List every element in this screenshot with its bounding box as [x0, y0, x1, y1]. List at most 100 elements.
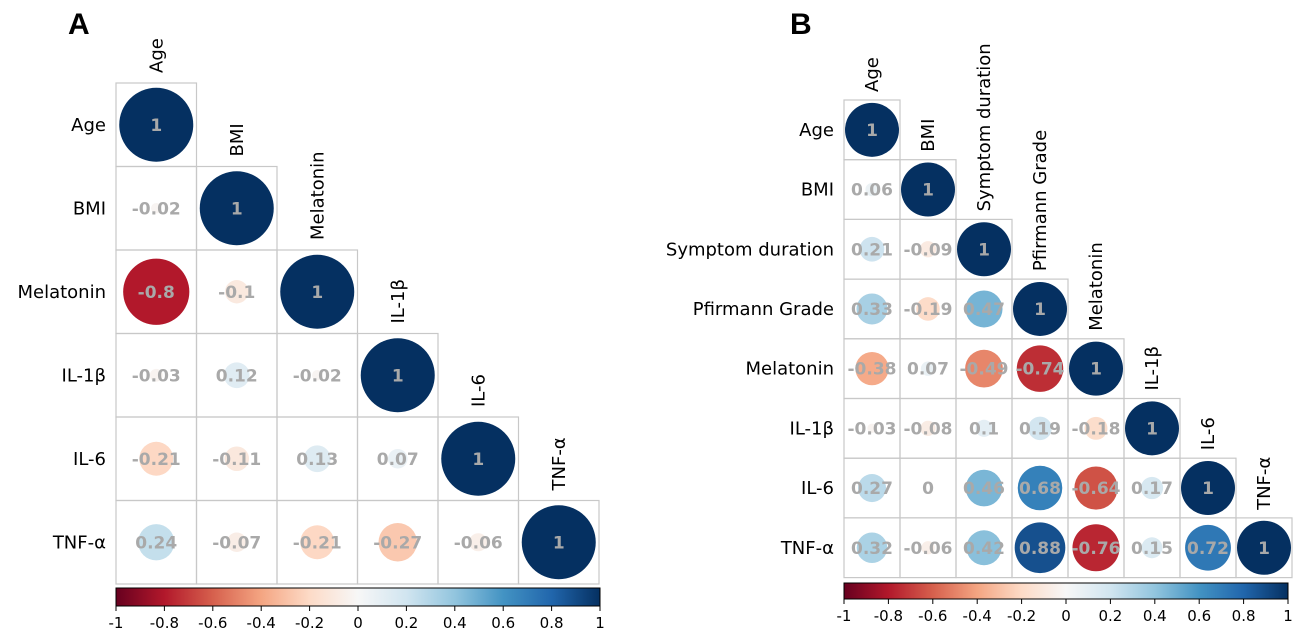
- corr-value-pfirmann-grade-bmi-b: -0.19: [904, 300, 953, 320]
- col-label-pfirmann-grade-b: Pfirmann Grade: [1030, 130, 1051, 271]
- corr-value-age-age-b: 1: [866, 121, 878, 141]
- corr-circle-tnf-alpha-bmi-a: [226, 532, 247, 553]
- col-label-age-b: Age: [862, 57, 883, 92]
- corr-circle-bmi-bmi-a: [199, 171, 274, 246]
- cell-tnf-alpha-tnf-alpha-a: [517, 499, 600, 585]
- corr-value-tnf-alpha-melatonin-a: -0.21: [293, 533, 342, 553]
- corr-circle-age-age-a: [119, 87, 194, 162]
- col-label-bmi-b: BMI: [918, 119, 939, 152]
- corr-value-il-1beta-melatonin-a: -0.02: [293, 366, 342, 386]
- corr-value-bmi-age-a: -0.02: [132, 199, 181, 219]
- corr-circle-bmi-age-a: [151, 203, 162, 214]
- colorbar-tick-label-b: 0.8: [1232, 607, 1256, 625]
- corr-value-il-6-il-6-b: 1: [1202, 479, 1214, 499]
- corr-value-il-6-pfirmann-grade-b: 0.68: [1019, 479, 1061, 499]
- corr-value-tnf-alpha-il-6-a: -0.06: [454, 533, 503, 553]
- colorbar-tick-label-b: 1: [1283, 607, 1293, 625]
- corr-circle-symptom-duration-age-b: [859, 236, 885, 262]
- corr-value-tnf-alpha-tnf-alpha-b: 1: [1258, 539, 1270, 559]
- corr-circle-tnf-alpha-bmi-b: [921, 541, 935, 555]
- corr-value-melatonin-symptom-duration-b: -0.49: [960, 360, 1009, 380]
- col-label-bmi-a: BMI: [227, 123, 248, 156]
- corr-value-pfirmann-grade-pfirmann-grade-b: 1: [1034, 300, 1046, 320]
- corr-circle-melatonin-melatonin-a: [280, 254, 355, 329]
- corr-circle-tnf-alpha-symptom-duration-b: [966, 530, 1002, 566]
- corr-circle-tnf-alpha-pfirmann-grade-b: [1014, 522, 1066, 574]
- corr-circle-il-6-il-6-b: [1181, 461, 1235, 516]
- corr-value-melatonin-age-b: -0.38: [848, 360, 897, 380]
- row-label-bmi-b: BMI: [801, 180, 834, 201]
- colorbar-tick-label-a: -0.4: [247, 614, 276, 632]
- corr-value-il-6-bmi-b: 0: [922, 479, 934, 499]
- corr-value-melatonin-bmi-a: -0.1: [218, 283, 255, 303]
- corr-circle-pfirmann-grade-bmi-b: [916, 297, 940, 321]
- corr-circle-tnf-alpha-age-b: [856, 532, 888, 564]
- corr-circle-symptom-duration-bmi-b: [919, 241, 937, 258]
- corr-circle-bmi-bmi-b: [901, 162, 955, 217]
- corr-value-il-6-melatonin-a: 0.13: [296, 450, 338, 470]
- row-label-melatonin-b: Melatonin: [745, 359, 834, 380]
- panel-label-b: B: [790, 8, 812, 41]
- corr-circle-tnf-alpha-il-1beta-a: [378, 523, 417, 562]
- row-label-tnf-alpha-a: TNF-α: [52, 532, 106, 553]
- corr-value-tnf-alpha-il-1beta-a: -0.27: [373, 533, 422, 553]
- corr-circle-il-1beta-pfirmann-grade-b: [1028, 416, 1052, 441]
- corr-circle-il-6-il-1beta-a: [387, 448, 408, 469]
- corr-value-il-6-melatonin-b: -0.64: [1072, 479, 1121, 499]
- corr-value-il-6-age-b: 0.27: [851, 479, 893, 499]
- row-label-il-1beta-b: IL-1β: [790, 418, 834, 439]
- corr-circle-il-1beta-il-1beta-b: [1125, 401, 1179, 456]
- corr-circle-melatonin-melatonin-b: [1069, 341, 1123, 396]
- corr-value-melatonin-bmi-b: 0.07: [907, 360, 949, 380]
- row-label-il-1beta-a: IL-1β: [62, 365, 106, 386]
- colorbar-tick-label-b: -0.2: [1007, 607, 1036, 625]
- corr-circle-il-1beta-symptom-duration-b: [975, 419, 993, 437]
- colorbar-tick-label-b: 0.2: [1098, 607, 1122, 625]
- corr-circle-il-6-il-1beta-b: [1140, 476, 1164, 500]
- colorbar-tick-label-a: -0.2: [295, 614, 324, 632]
- corr-circle-il-6-symptom-duration-b: [965, 469, 1003, 507]
- col-label-il-6-b: IL-6: [1198, 417, 1219, 450]
- corr-value-tnf-alpha-age-a: 0.24: [135, 533, 177, 553]
- colorbar-tick-label-a: 1: [595, 614, 605, 632]
- corr-value-melatonin-age-a: -0.8: [138, 283, 175, 303]
- col-label-melatonin-a: Melatonin: [307, 151, 328, 240]
- corr-circle-melatonin-symptom-duration-b: [965, 349, 1003, 388]
- corr-value-il-1beta-bmi-a: 0.12: [216, 366, 258, 386]
- corr-circle-il-1beta-melatonin-a: [312, 370, 323, 381]
- cell-tnf-alpha-tnf-alpha-b: [1235, 517, 1293, 579]
- row-label-il-6-a: IL-6: [73, 449, 106, 470]
- corr-circle-il-1beta-age-a: [149, 368, 163, 382]
- corr-circle-il-6-il-6-a: [441, 421, 516, 496]
- col-label-il-1beta-a: IL-1β: [388, 279, 409, 323]
- corr-circle-il-6-bmi-a: [224, 446, 250, 472]
- corr-value-il-1beta-symptom-duration-b: 0.1: [969, 419, 999, 439]
- corr-circle-tnf-alpha-tnf-alpha-b: [1237, 520, 1291, 575]
- corr-value-symptom-duration-symptom-duration-b: 1: [978, 240, 990, 260]
- corr-circle-il-1beta-bmi-a: [223, 362, 250, 389]
- corr-value-bmi-bmi-a: 1: [231, 199, 243, 219]
- corr-value-tnf-alpha-bmi-a: -0.07: [212, 533, 261, 553]
- corr-value-il-1beta-bmi-b: -0.08: [904, 419, 953, 439]
- row-label-melatonin-a: Melatonin: [17, 282, 106, 303]
- corr-circle-melatonin-bmi-a: [225, 280, 249, 304]
- corr-value-il-1beta-il-1beta-b: 1: [1146, 419, 1158, 439]
- corr-circle-il-1beta-age-b: [867, 423, 877, 434]
- col-label-tnf-alpha-a: TNF-α: [549, 437, 570, 491]
- corr-circle-tnf-alpha-tnf-alpha-a: [521, 505, 596, 580]
- colorbar-tick-label-b: 0: [1061, 607, 1071, 625]
- row-label-pfirmann-grade-b: Pfirmann Grade: [693, 299, 834, 320]
- corr-value-tnf-alpha-il-1beta-b: 0.15: [1131, 539, 1173, 559]
- colorbar-a: [116, 588, 600, 606]
- row-label-il-6-b: IL-6: [801, 478, 834, 499]
- corr-value-tnf-alpha-age-b: 0.32: [851, 539, 893, 559]
- corr-value-il-6-age-a: -0.21: [132, 450, 181, 470]
- colorbar-tick-label-b: 0.6: [1187, 607, 1211, 625]
- colorbar-tick-label-a: 0.8: [540, 614, 564, 632]
- corr-value-tnf-alpha-symptom-duration-b: 0.42: [963, 539, 1005, 559]
- corr-circle-melatonin-age-b: [855, 352, 889, 386]
- corr-value-tnf-alpha-il-6-b: 0.72: [1187, 539, 1229, 559]
- colorbar-tick-label-a: -0.8: [150, 614, 179, 632]
- col-label-il-1beta-b: IL-1β: [1142, 346, 1163, 390]
